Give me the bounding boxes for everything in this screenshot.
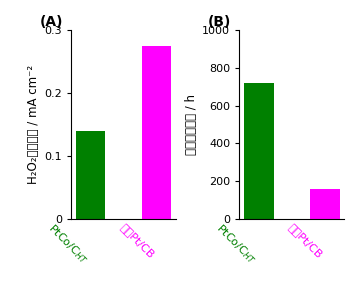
Y-axis label: H₂O₂生成速度 / mA cm⁻²: H₂O₂生成速度 / mA cm⁻² [27,65,40,184]
Bar [310,189,340,219]
Bar [142,46,171,219]
Text: (B): (B) [208,15,231,29]
Text: (A): (A) [39,15,63,29]
Bar [76,131,105,219]
Bar [244,83,274,219]
Y-axis label: 電池單元壽命 / h: 電池單元壽命 / h [185,94,198,155]
